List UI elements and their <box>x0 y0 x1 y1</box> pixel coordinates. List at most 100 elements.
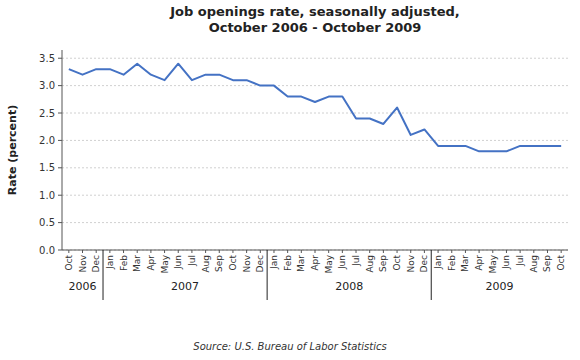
x-tick-label: Jul <box>351 255 361 267</box>
x-tick-label: Jan <box>105 255 115 270</box>
x-tick <box>465 250 466 253</box>
y-tick-label: 2.5 <box>39 108 55 119</box>
grid-line <box>62 113 568 114</box>
year-divider <box>267 250 268 300</box>
year-label: 2007 <box>171 280 199 293</box>
x-tick <box>328 250 329 253</box>
y-tick <box>58 85 62 86</box>
y-tick-label: 1.5 <box>39 162 55 173</box>
y-tick-label: 3.0 <box>39 80 55 91</box>
plot-area <box>69 64 561 152</box>
y-tick-label: 1.0 <box>39 190 55 201</box>
x-tick-label: Dec <box>91 255 101 272</box>
x-tick-label: Apr <box>310 255 320 271</box>
x-tick-label: Dec <box>419 255 429 272</box>
x-tick <box>273 250 274 253</box>
x-tick <box>205 250 206 253</box>
x-tick-label: Dec <box>255 255 265 272</box>
x-tick <box>301 250 302 253</box>
year-label: 2008 <box>335 280 363 293</box>
x-tick <box>547 250 548 253</box>
x-tick-label: Oct <box>392 255 402 271</box>
x-tick <box>451 250 452 253</box>
x-tick <box>246 250 247 253</box>
x-tick <box>82 250 83 253</box>
x-tick <box>520 250 521 253</box>
x-tick <box>424 250 425 253</box>
x-tick-label: Oct <box>64 255 74 271</box>
x-tick <box>506 250 507 253</box>
x-tick <box>383 250 384 253</box>
line <box>69 64 561 152</box>
year-label: 2009 <box>486 280 514 293</box>
y-tick <box>58 250 62 251</box>
x-tick-label: Mar <box>460 255 470 272</box>
grid-line <box>62 195 568 196</box>
x-tick-label: Aug <box>529 255 539 273</box>
x-tick <box>164 250 165 253</box>
y-tick <box>58 195 62 196</box>
x-tick-label: Sep <box>378 255 388 272</box>
x-tick <box>150 250 151 253</box>
x-tick <box>492 250 493 253</box>
x-tick-label: Feb <box>119 255 129 271</box>
x-tick-label: May <box>160 254 170 273</box>
year-divider <box>431 250 432 300</box>
x-tick <box>68 250 69 253</box>
x-tick <box>287 250 288 253</box>
x-tick <box>356 250 357 253</box>
x-tick-label: Oct <box>556 255 566 271</box>
x-tick-label: Apr <box>474 255 484 271</box>
x-axis: OctNovDecJanFebMarAprMayJunJulAugSepOctN… <box>62 250 568 274</box>
x-tick-label: Jan <box>269 255 279 270</box>
x-tick-label: Feb <box>283 255 293 271</box>
x-tick-label: Jun <box>173 255 183 270</box>
x-tick <box>109 250 110 253</box>
title: Job openings rate, seasonally adjusted,O… <box>169 4 460 35</box>
x-tick-label: Jun <box>501 255 511 270</box>
y-tick-label: 0.0 <box>39 245 55 256</box>
x-tick <box>232 250 233 253</box>
x-tick-label: Jul <box>187 255 197 267</box>
y-tick-label: 2.0 <box>39 135 55 146</box>
y-tick <box>58 167 62 168</box>
x-tick-label: Jan <box>433 255 443 270</box>
grid-line <box>62 167 568 168</box>
x-tick-label: Mar <box>296 255 306 272</box>
title-line: October 2006 - October 2009 <box>209 20 422 35</box>
x-tick <box>137 250 138 253</box>
title-line: Job openings rate, seasonally adjusted, <box>169 4 460 19</box>
x-tick-label: May <box>488 254 498 273</box>
x-tick <box>315 250 316 253</box>
y-axis: 0.00.51.01.52.02.53.03.5 <box>39 50 568 256</box>
year-groups: 2006 2007 2008 2009 <box>69 250 514 300</box>
chart: Job openings rate, seasonally adjusted,O… <box>0 0 580 360</box>
x-tick <box>479 250 480 253</box>
grid-line <box>62 222 568 223</box>
year-label: 2006 <box>69 280 97 293</box>
grid-line <box>62 140 568 141</box>
y-tick <box>58 222 62 223</box>
y-axis-line <box>62 50 63 250</box>
x-tick-label: Jun <box>337 255 347 270</box>
x-tick-label: Jul <box>515 255 525 267</box>
y-axis-label: Rate (percent) <box>6 105 19 195</box>
x-tick <box>342 250 343 253</box>
x-tick <box>397 250 398 253</box>
x-tick <box>410 250 411 253</box>
x-tick-label: Apr <box>146 255 156 271</box>
x-tick-label: Nov <box>242 254 252 272</box>
x-tick <box>533 250 534 253</box>
x-tick-label: Aug <box>201 255 211 273</box>
y-tick <box>58 140 62 141</box>
year-divider <box>103 250 104 300</box>
x-tick <box>219 250 220 253</box>
x-tick <box>96 250 97 253</box>
grid-line <box>62 85 568 86</box>
x-tick-label: Nov <box>406 254 416 272</box>
grid-line <box>62 58 568 59</box>
x-tick <box>178 250 179 253</box>
x-tick <box>191 250 192 253</box>
y-tick-label: 3.5 <box>39 53 55 64</box>
x-tick <box>438 250 439 253</box>
